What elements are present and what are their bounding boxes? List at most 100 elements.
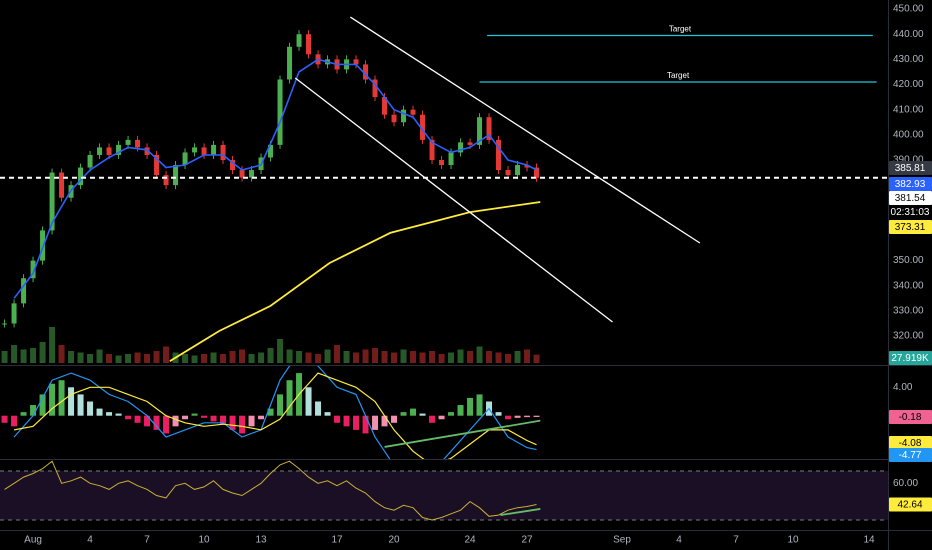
x-tick-label: 7 [144, 535, 150, 546]
candle [420, 114, 426, 140]
volume-bar [106, 354, 113, 363]
y-tick-label: 450.00 [893, 4, 924, 15]
candle [410, 109, 416, 115]
candle [40, 230, 46, 261]
histogram-bar [343, 415, 350, 427]
trendline [500, 508, 541, 516]
histogram-bar [362, 415, 369, 434]
y-tick-label: 320.00 [893, 331, 924, 342]
volume-bar [258, 352, 265, 363]
histogram-bar [144, 415, 151, 427]
histogram-bar [410, 408, 417, 416]
histogram-bar [77, 394, 84, 416]
ma-label-box [889, 220, 932, 234]
candle [353, 59, 359, 65]
candle [448, 152, 454, 166]
histogram-bar [514, 415, 521, 418]
candle [125, 139, 131, 145]
histogram-bar [381, 415, 388, 427]
volume-bar [30, 348, 37, 363]
candle [154, 154, 160, 176]
histogram-bar [315, 401, 322, 416]
candle [505, 170, 511, 176]
x-tick-label: 14 [863, 535, 875, 546]
macd-value-label-box [889, 436, 932, 450]
candle [306, 34, 312, 55]
candle [429, 139, 435, 160]
histogram-bar [400, 412, 407, 416]
volume-bar [210, 352, 217, 363]
x-tick-label: 27 [521, 535, 533, 546]
y-tick-label: 350.00 [893, 255, 924, 266]
candle [220, 144, 226, 160]
histogram-bar [248, 415, 255, 427]
histogram-bar [457, 405, 464, 416]
candle [524, 165, 530, 168]
ema-line [13, 58, 537, 299]
volume-bar [286, 349, 293, 363]
target-label: Target [667, 71, 690, 80]
x-tick-label: 20 [388, 535, 400, 546]
candle [21, 278, 27, 304]
volume-bar [191, 355, 198, 363]
volume-bar [533, 354, 540, 363]
price-label-box [889, 177, 932, 191]
macd-value-label: -4.08 [899, 438, 922, 449]
y-tick-label: 60.00 [893, 478, 918, 489]
histogram-bar [419, 413, 426, 416]
volume-bar [353, 352, 360, 363]
y-tick-label: 410.00 [893, 104, 924, 115]
histogram-bar [39, 394, 46, 416]
volume-bar [182, 354, 189, 363]
volume-bar [305, 352, 312, 363]
volume-bar [381, 351, 388, 363]
candle [458, 142, 464, 153]
candle [192, 147, 198, 153]
histogram-bar [125, 415, 132, 420]
volume-bar [115, 355, 122, 363]
candle [515, 165, 521, 176]
x-tick-label: 24 [464, 535, 476, 546]
candle [201, 147, 207, 155]
histogram-bar [134, 415, 141, 423]
candle [116, 144, 122, 155]
histogram-bar [20, 412, 27, 416]
candle [382, 97, 388, 115]
volume-bar [457, 349, 464, 363]
x-tick-label: 17 [331, 535, 343, 546]
candle [534, 167, 540, 178]
candle [486, 117, 492, 140]
candle [135, 139, 141, 148]
price-pane: Target Target [0, 16, 888, 363]
volume-bar [495, 352, 502, 363]
x-tick-label: 7 [733, 535, 739, 546]
macd-pane [1, 366, 541, 459]
volume-bar [201, 354, 208, 363]
y-tick-label: 400.00 [893, 129, 924, 140]
candle [239, 170, 245, 178]
y-tick-label: 330.00 [893, 306, 924, 317]
candle [144, 147, 150, 155]
candle [97, 147, 103, 155]
histogram-bar [533, 415, 540, 417]
volume-bar [267, 348, 274, 363]
volume-bar [153, 351, 160, 363]
histogram-bar [495, 412, 502, 416]
histogram-bar [476, 394, 483, 416]
volume-bar [248, 354, 255, 363]
x-tick-label: Aug [24, 535, 42, 546]
histogram-bar [201, 415, 208, 418]
x-tick-label: 13 [255, 535, 267, 546]
histogram-bar [30, 405, 37, 416]
candle [401, 109, 407, 123]
volume-bar [1, 351, 8, 363]
y-tick-label: 430.00 [893, 54, 924, 65]
x-tick-label: 10 [198, 535, 210, 546]
volume-bar [49, 327, 56, 363]
volume-bar [343, 351, 350, 363]
histogram-bar [334, 415, 341, 423]
histogram-bar [305, 387, 312, 416]
volume-bar [438, 354, 445, 363]
candle [391, 114, 397, 123]
